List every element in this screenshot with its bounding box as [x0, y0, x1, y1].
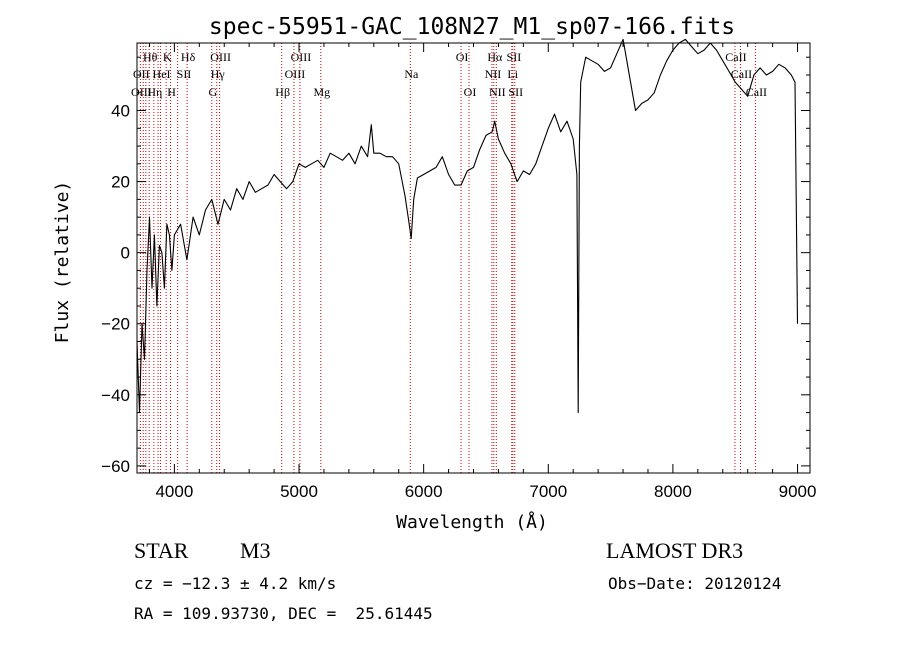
x-tick-label: 8000 — [654, 482, 692, 501]
chart-title: spec-55951-GAC_108N27_M1_sp07-166.fits — [209, 14, 735, 40]
spectral-line-label: NII — [485, 67, 502, 81]
spectral-line-label: CaII — [746, 85, 767, 99]
spectral-line-label: Hγ — [211, 67, 226, 81]
spectral-line-markers — [139, 43, 756, 473]
x-tick-label: 5000 — [280, 482, 318, 501]
spectral-line-label: Hα — [487, 50, 503, 64]
y-tick-label: −40 — [101, 386, 130, 405]
y-axis-label: Flux (relative) — [52, 181, 73, 344]
object-subclass: M3 — [240, 538, 271, 563]
redshift-value: cz = −12.3 ± 4.2 km/s — [134, 574, 337, 593]
object-class: STAR — [134, 538, 189, 563]
spectral-line-label: HeI — [153, 67, 171, 81]
spectral-line-label: H — [167, 85, 176, 99]
spectral-line-label: Mg — [313, 85, 330, 99]
spectral-line-label: Hβ — [275, 85, 290, 99]
plot-frame — [136, 42, 811, 474]
spectral-line-label: OIII — [210, 50, 231, 64]
spectral-line-label: K — [163, 50, 172, 64]
x-tick-label: 7000 — [529, 482, 567, 501]
survey-name: LAMOST DR3 — [606, 538, 744, 563]
observation-date: Obs−Date: 20120124 — [608, 574, 782, 593]
spectral-line-label: SII — [507, 50, 522, 64]
spectral-line-label: OI — [456, 50, 469, 64]
spectral-line-label: CaII — [731, 67, 752, 81]
spectral-line-label: NII — [489, 85, 506, 99]
axes: 4000 5000 6000 7000 8000 9000 −60 −40 −20 0 20 40 — [101, 43, 816, 501]
spectral-line-label: Na — [404, 67, 419, 81]
x-tick-label: 4000 — [155, 482, 193, 501]
spectral-line-label: OI — [464, 85, 477, 99]
spectral-line-label: OIII — [285, 67, 306, 81]
x-tick-label: 9000 — [779, 482, 817, 501]
spectrum-line — [136, 38, 799, 414]
spectral-line-label: Li — [507, 67, 518, 81]
x-tick-label: 6000 — [405, 482, 443, 501]
y-tick-label: 40 — [111, 102, 130, 121]
spectral-line-label: Hη — [147, 85, 162, 99]
spectral-line-label: OII — [133, 67, 150, 81]
spectral-line-label: SII — [508, 85, 523, 99]
y-tick-label: 20 — [111, 173, 130, 192]
y-tick-label: −20 — [101, 315, 130, 334]
y-tick-label: 0 — [121, 244, 130, 263]
spectral-line-label: G — [208, 85, 217, 99]
y-tick-label: −60 — [101, 457, 130, 476]
coordinates: RA = 109.93730, DEC = 25.61445 — [134, 604, 433, 623]
spectral-line-label: OIII — [291, 50, 312, 64]
spectral-line-label: SII — [177, 67, 192, 81]
spectral-line-label: Hθ — [143, 50, 158, 64]
spectral-line-label: Hδ — [181, 50, 196, 64]
x-axis-label: Wavelength (Å) — [396, 511, 548, 533]
spectrum-series — [136, 38, 799, 414]
line-labels: Hθ K Hδ OIII OIII OI Hα SII CaII OII HeI SII Hγ OIII N… — [131, 50, 767, 99]
spectral-line-label: CaII — [725, 50, 746, 64]
spectral-line-label: OIII — [131, 85, 152, 99]
